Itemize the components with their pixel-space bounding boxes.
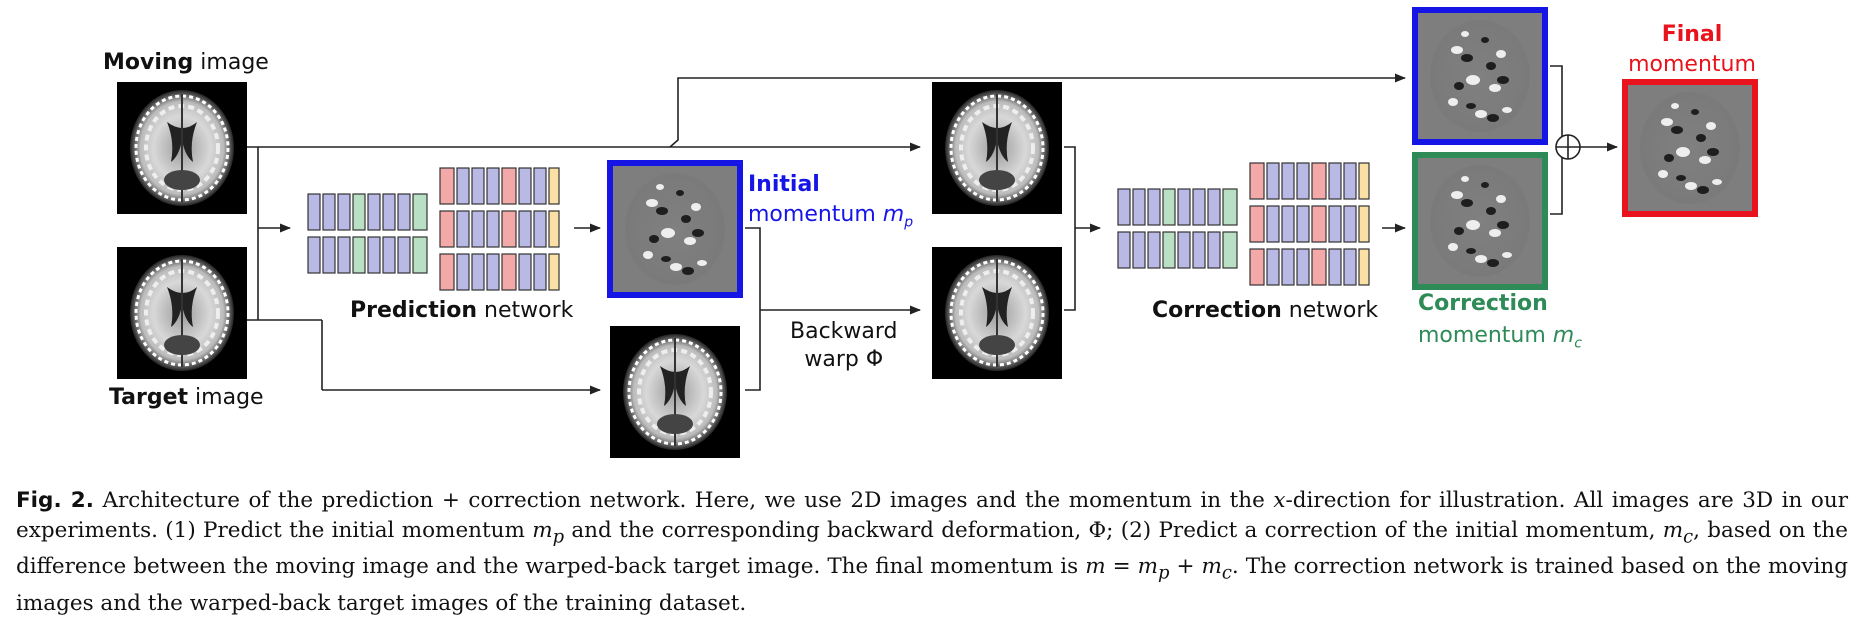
correction-network-label: Correction network (1152, 298, 1379, 323)
final-momentum-label: Final momentum (1628, 22, 1756, 77)
prediction-network (307, 167, 560, 291)
correction-momentum-image (1412, 152, 1548, 290)
figure-caption: Fig. 2. Architecture of the prediction +… (16, 488, 1849, 616)
target-image (115, 245, 249, 381)
correction-network (1117, 162, 1370, 286)
initial-momentum-image (607, 160, 743, 298)
warped-back-target-image (930, 245, 1064, 381)
moving-image (115, 80, 249, 216)
moving-image-copy (930, 80, 1064, 216)
target-image-label: Target image (109, 385, 264, 410)
moving-image-label: Moving image (103, 50, 269, 75)
correction-momentum-label: Correction momentum mc (1418, 291, 1582, 352)
initial-momentum-copy-image (1412, 7, 1548, 145)
warped-target-image (608, 324, 742, 460)
prediction-network-label: Prediction network (350, 298, 574, 323)
figure-number: Fig. 2. (16, 488, 94, 513)
backward-warp-label: Backward warp Φ (790, 319, 898, 372)
architecture-diagram (115, 7, 1758, 460)
initial-momentum-label: Initial momentum mp (748, 172, 914, 231)
final-momentum-image (1622, 79, 1758, 217)
